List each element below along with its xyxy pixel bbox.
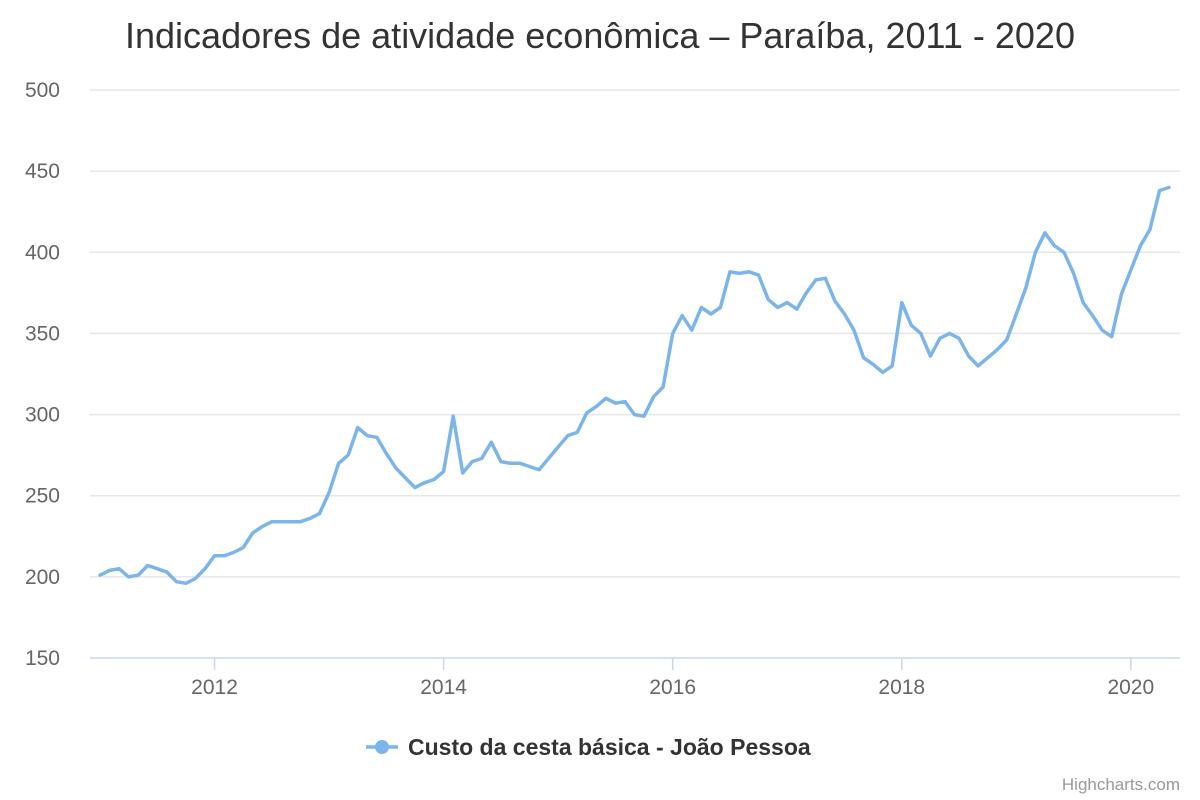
credits-link[interactable]: Highcharts.com: [1062, 775, 1180, 794]
y-tick-label: 200: [25, 566, 60, 589]
y-tick-label: 300: [25, 404, 60, 427]
y-tick-label: 450: [25, 160, 60, 183]
y-tick-label: 250: [25, 485, 60, 508]
chart-title: Indicadores de atividade econômica – Par…: [125, 15, 1075, 56]
gridlines: [90, 89, 1180, 578]
x-tick-label: 2012: [191, 676, 238, 699]
y-tick-label: 150: [25, 647, 60, 670]
plot-area[interactable]: [98, 185, 1171, 586]
x-tick-label: 2020: [1107, 676, 1154, 699]
series-line[interactable]: [98, 185, 1171, 586]
y-tick-label: 400: [25, 241, 60, 264]
y-tick-label: 350: [25, 322, 60, 345]
x-axis: 2012 2014 2016 2018 2020: [90, 657, 1180, 699]
x-tick-label: 2014: [420, 676, 467, 699]
y-axis-labels: 150 200 250 300 350 400 450 500: [25, 79, 60, 670]
x-tick-label: 2018: [878, 676, 925, 699]
x-tick-label: 2016: [649, 676, 696, 699]
legend-series-marker-icon: [375, 740, 389, 754]
legend-series-label[interactable]: Custo da cesta básica - João Pessoa: [408, 734, 811, 760]
y-tick-label: 500: [25, 79, 60, 102]
legend[interactable]: Custo da cesta básica - João Pessoa: [366, 734, 811, 760]
